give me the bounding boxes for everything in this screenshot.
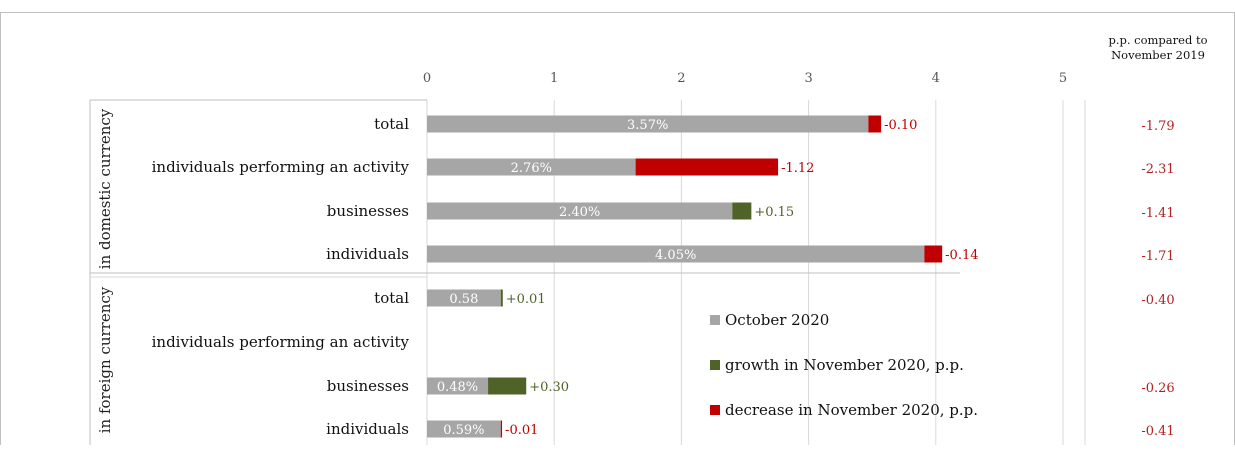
- legend-label: October 2020: [725, 311, 829, 329]
- change-label: -1.12: [781, 161, 814, 176]
- legend-label: growth in November 2020, p.p.: [725, 356, 964, 374]
- category-label: individuals performing an activity: [152, 333, 410, 351]
- bar-growth: [500, 289, 503, 307]
- category-label: businesses: [327, 202, 409, 220]
- rows: total 3.57% -0.10 -1.79 individuals performi…: [152, 115, 1175, 439]
- change-label: -0.01: [505, 423, 538, 438]
- bar-decrease: [924, 245, 943, 263]
- bar-decrease: [635, 158, 779, 176]
- pp-value: -2.31: [1141, 162, 1174, 177]
- bar-growth: [488, 377, 527, 395]
- bar-value-label: 0.58: [449, 292, 478, 307]
- category-label: total: [374, 115, 409, 133]
- category-label: individuals performing an activity: [152, 158, 410, 176]
- category-label: individuals: [326, 420, 409, 438]
- bar-decrease: [500, 420, 503, 438]
- group-label: in foreign currency: [96, 286, 114, 433]
- bar-october-2020: [427, 115, 869, 133]
- change-label: -0.14: [945, 248, 978, 263]
- bar-value-label: 3.57%: [627, 118, 668, 133]
- pp-value: -1.71: [1141, 249, 1174, 264]
- category-label: total: [374, 289, 409, 307]
- bar-value-label: 0.59%: [443, 423, 484, 438]
- pp-value: -0.40: [1141, 293, 1174, 308]
- legend: October 2020 growth in November 2020, p.p…: [710, 311, 978, 419]
- x-tick-label: 1: [550, 71, 558, 86]
- bar-october-2020: [427, 420, 501, 438]
- bar-decrease: [868, 115, 882, 133]
- category-label: individuals: [326, 245, 409, 263]
- pp-value: -1.41: [1141, 206, 1174, 221]
- bar-value-label: 4.05%: [655, 248, 696, 263]
- legend-label: decrease in November 2020, p.p.: [725, 401, 978, 419]
- pp-column-header: p.p. compared to: [1108, 33, 1207, 47]
- legend-swatch: [710, 360, 720, 370]
- x-tick-label: 5: [1059, 71, 1067, 86]
- pp-value: -1.79: [1141, 119, 1174, 134]
- pp-value: -0.41: [1141, 424, 1174, 439]
- category-label: businesses: [327, 377, 409, 395]
- x-tick-label: 4: [932, 71, 940, 86]
- bar-growth: [732, 202, 752, 220]
- x-tick-label: 3: [804, 71, 812, 86]
- bar-october-2020: [427, 377, 489, 395]
- x-tick-label: 2: [677, 71, 685, 86]
- change-label: +0.15: [754, 205, 794, 220]
- legend-swatch: [710, 405, 720, 415]
- legend-swatch: [710, 315, 720, 325]
- pp-value: -0.26: [1141, 381, 1174, 396]
- change-label: +0.30: [529, 380, 569, 395]
- x-tick-label: 0: [423, 71, 431, 86]
- bar-october-2020: [427, 158, 636, 176]
- bar-october-2020: [427, 202, 733, 220]
- change-label: +0.01: [506, 292, 546, 307]
- bar-value-label: 2.40%: [559, 205, 600, 220]
- plot-border: [0, 12, 1235, 450]
- group-label: in domestic currency: [96, 108, 114, 269]
- bar-october-2020: [427, 245, 925, 263]
- bar-value-label: 2.76%: [511, 161, 552, 176]
- bar-value-label: 0.48%: [437, 380, 478, 395]
- pp-column-header: November 2019: [1111, 48, 1205, 62]
- bar-october-2020: [427, 289, 501, 307]
- change-label: -0.10: [884, 118, 917, 133]
